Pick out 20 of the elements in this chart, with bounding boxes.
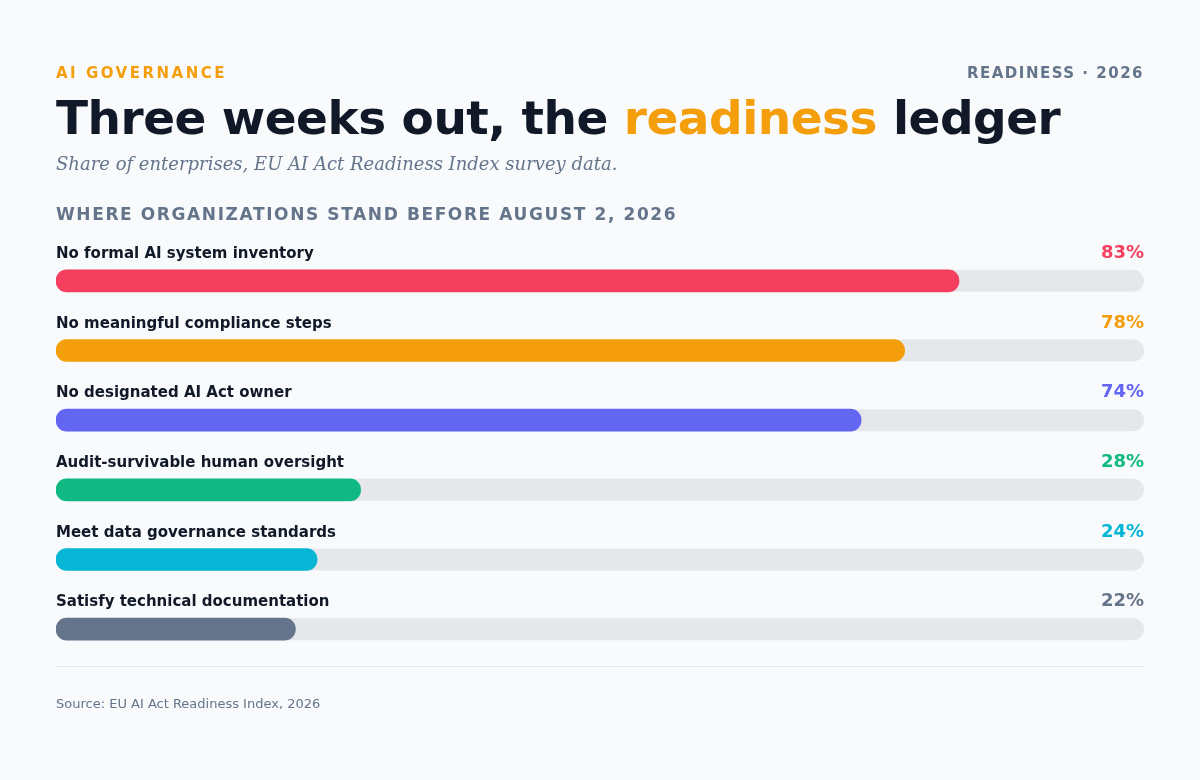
y-tick-label: No designated AI Act owner [56,383,293,402]
y-tick-label: Audit-survivable human oversight [56,452,344,471]
text: READINESS · 2026 [966,64,1144,82]
bar [56,548,318,571]
annotation: WHERE ORGANIZATIONS STAND BEFORE AUGUST 2, 2026 [56,204,679,224]
y-tick-label: No formal AI system inventory [56,243,314,262]
y-tick-label: No meaningful compliance steps [56,313,332,332]
data-label: 83% [1100,240,1144,262]
chart-title: Three weeks out, the readiness ledger [56,90,1061,145]
data-label: 24% [1100,519,1144,541]
data-label: 78% [1100,310,1144,332]
data-label: 28% [1100,449,1144,471]
text: AI GOVERNANCE [56,64,227,82]
data-label: 22% [1100,589,1144,611]
source-note: Source: EU AI Act Readiness Index, 2026 [56,696,322,711]
chart-subtitle: Share of enterprises, EU AI Act Readiness Index survey data. [56,153,619,174]
bar [56,617,296,641]
y-tick-label: Satisfy technical documentation [56,592,330,611]
data-label: 74% [1100,380,1144,402]
y-tick-label: Meet data governance standards [56,522,337,541]
